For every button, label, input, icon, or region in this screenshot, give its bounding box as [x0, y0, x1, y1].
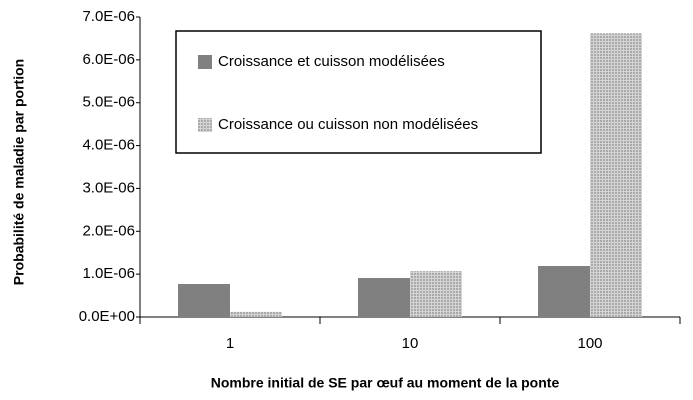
y-tick-label: 2.0E-06	[82, 222, 135, 239]
y-tick-label: 3.0E-06	[82, 179, 135, 196]
legend-swatch	[198, 55, 212, 69]
y-tick-label: 7.0E-06	[82, 8, 135, 25]
x-tick-label: 100	[577, 335, 602, 352]
y-tick-label: 5.0E-06	[82, 94, 135, 111]
y-tick-label: 0.0E+00	[79, 308, 135, 325]
y-tick-label: 4.0E-06	[82, 137, 135, 154]
y-axis-title: Probabilité de maladie par portion	[11, 59, 27, 285]
bar	[178, 284, 230, 317]
legend-swatch	[198, 118, 212, 132]
bar	[358, 278, 410, 317]
y-tick-label: 6.0E-06	[82, 51, 135, 68]
legend-label: Croissance ou cuisson non modélisées	[218, 116, 478, 133]
y-tick-label: 1.0E-06	[82, 265, 135, 282]
bar	[590, 33, 642, 318]
bar	[538, 266, 590, 317]
legend-label: Croissance et cuisson modélisées	[218, 53, 445, 70]
bar	[230, 311, 282, 317]
x-tick-label: 1	[226, 335, 234, 352]
bar	[410, 271, 462, 317]
x-axis-title: Nombre initial de SE par œuf au moment d…	[211, 375, 560, 391]
x-tick-label: 10	[402, 335, 419, 352]
legend-box	[175, 30, 542, 154]
